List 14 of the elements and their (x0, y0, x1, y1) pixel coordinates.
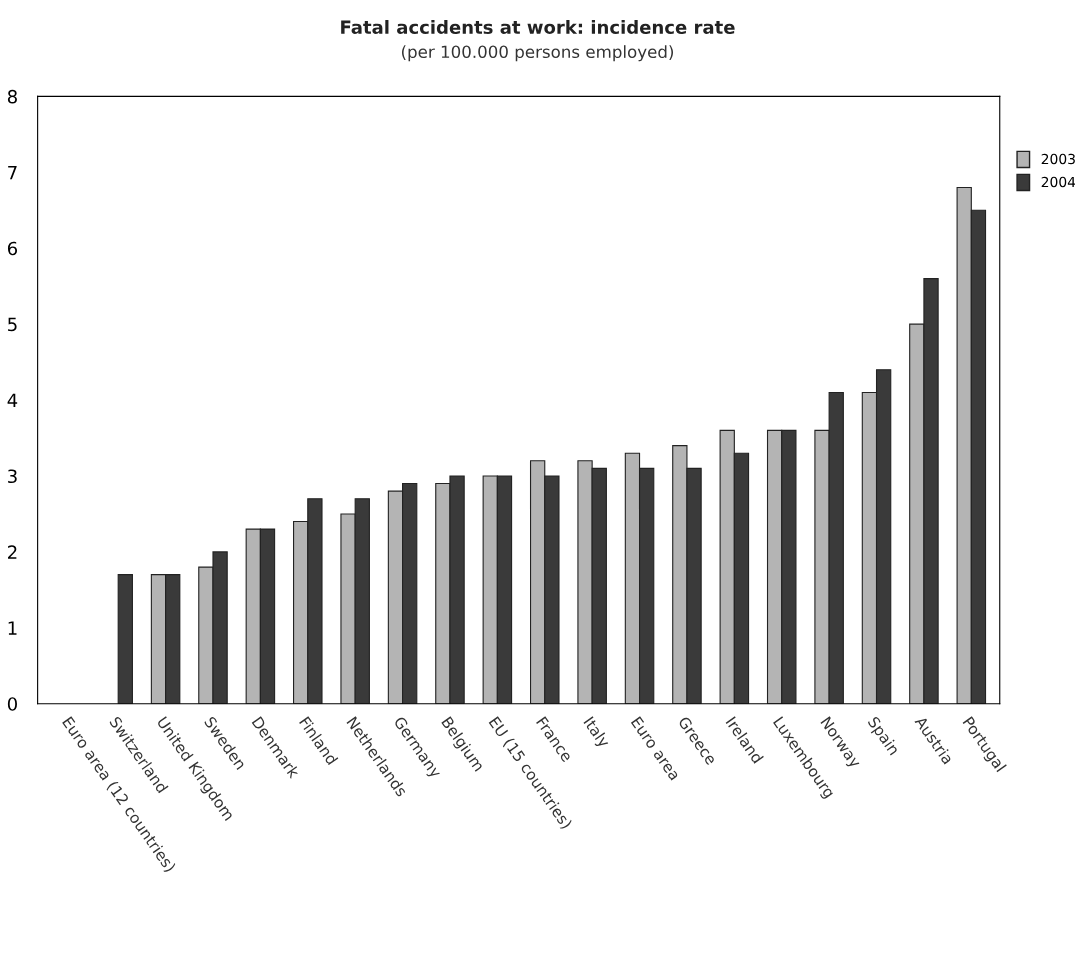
chart-title: Fatal accidents at work: incidence rate (341, 20, 735, 34)
bar (117, 574, 133, 704)
legend-label: 2003 (1041, 153, 1075, 165)
chart-subtitle: (per 100.000 persons employed) (401, 45, 674, 62)
y-tick-label: 6 (7, 241, 18, 256)
y-tick-label: 2 (8, 545, 17, 559)
y-tick-label: 3 (8, 469, 17, 484)
y-tick-label: 0 (7, 697, 17, 711)
y-tick-label: 1 (8, 621, 17, 635)
y-tick-label: 8 (7, 89, 17, 104)
y-tick-label: 4 (7, 393, 18, 407)
y-tick-label: 7 (8, 166, 17, 180)
legend-label: 2004 (1041, 176, 1075, 188)
y-tick-label: 5 (8, 317, 17, 332)
